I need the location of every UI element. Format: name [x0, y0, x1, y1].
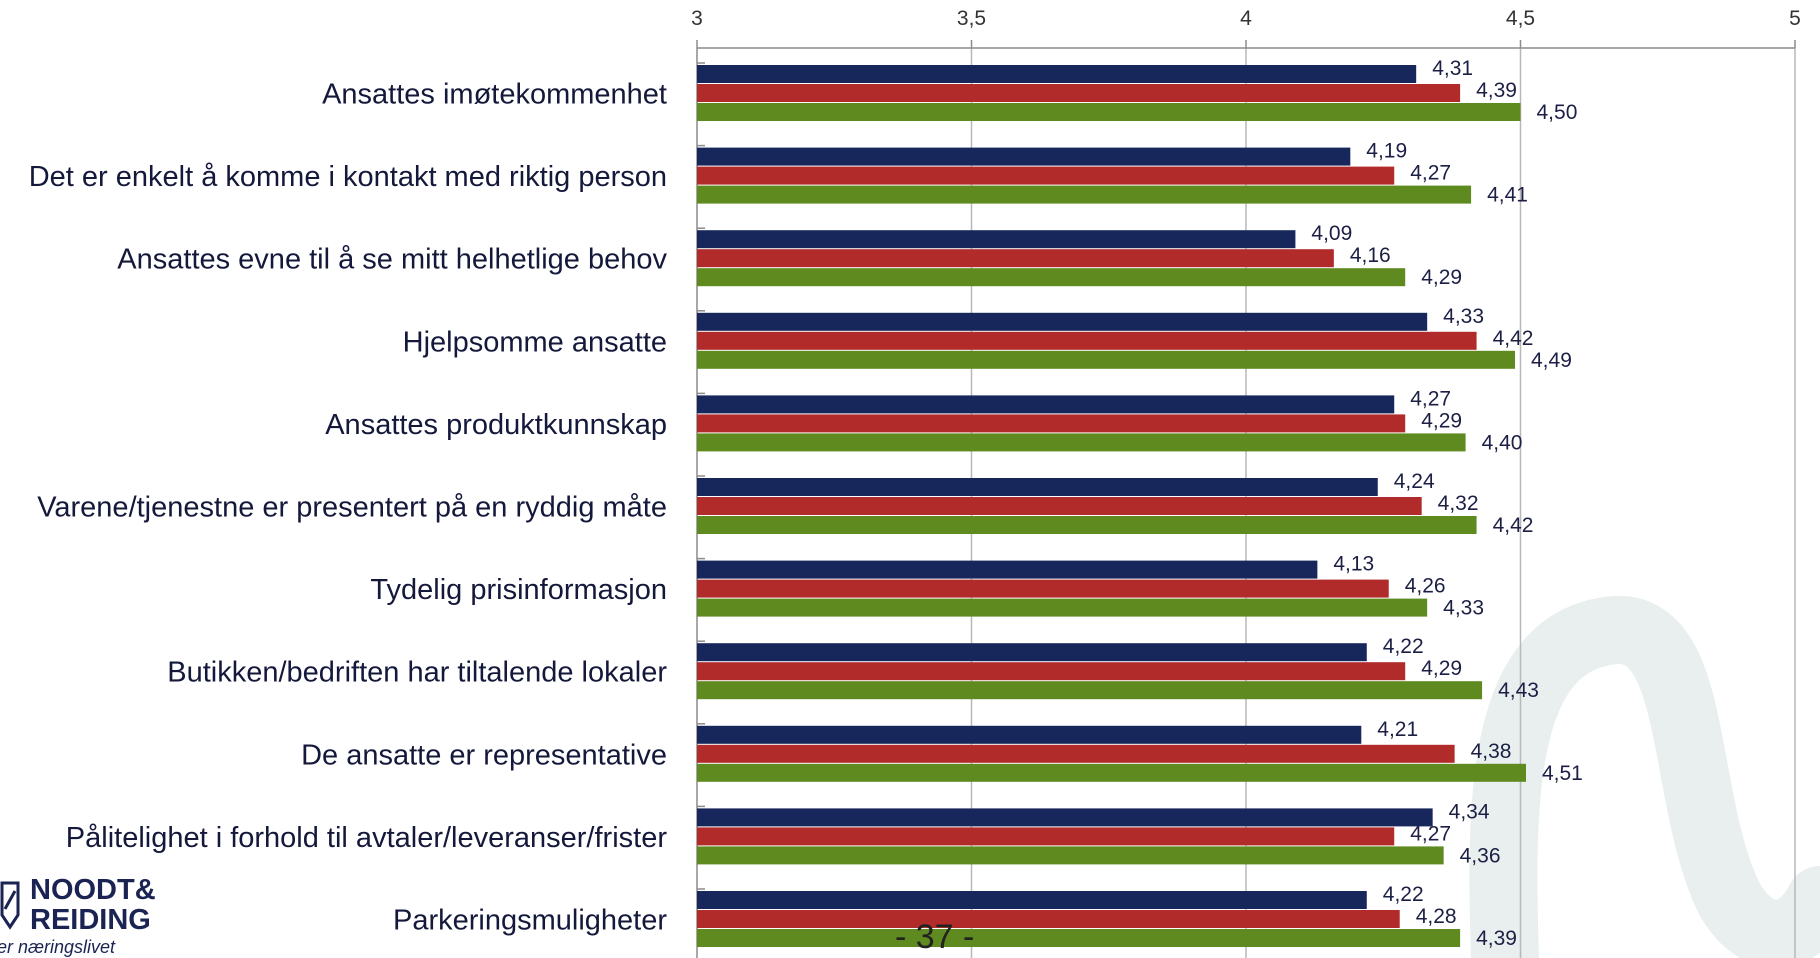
category-label: Det er enkelt å komme i kontakt med rikt…	[29, 161, 667, 193]
bar	[697, 166, 1395, 185]
value-label: 4,24	[1394, 470, 1435, 493]
value-label: 4,19	[1366, 140, 1407, 163]
value-label: 4,32	[1438, 492, 1479, 515]
x-tick-label: 4,5	[1506, 7, 1535, 30]
value-label: 4,26	[1405, 575, 1446, 598]
bar	[697, 910, 1400, 928]
bar	[697, 891, 1367, 909]
value-label: 4,29	[1421, 266, 1462, 289]
bar	[697, 643, 1367, 662]
value-label: 4,22	[1383, 883, 1424, 906]
bar	[697, 681, 1483, 700]
bar	[697, 744, 1455, 763]
bar	[697, 312, 1428, 331]
category-label: De ansatte er representative	[301, 739, 667, 771]
value-label: 4,34	[1449, 800, 1490, 823]
value-label: 4,39	[1476, 927, 1517, 950]
value-label: 4,27	[1410, 387, 1451, 410]
value-label: 4,09	[1311, 222, 1352, 245]
x-tick-labels: 3 3,5 4 4,5 5	[691, 7, 1801, 30]
x-tick-label: 5	[1789, 7, 1801, 30]
bar	[697, 497, 1422, 515]
bar	[697, 598, 1428, 617]
watermark-swoosh	[1469, 596, 1820, 958]
value-label: 4,22	[1383, 635, 1424, 658]
bar	[697, 579, 1389, 598]
category-label: Parkeringsmuligheter	[393, 905, 667, 937]
bar	[697, 103, 1521, 121]
value-labels: 4,314,394,504,194,274,414,094,164,294,33…	[1311, 57, 1582, 950]
bar	[697, 725, 1362, 744]
value-label: 4,39	[1476, 79, 1517, 102]
bar	[697, 846, 1444, 865]
bar	[697, 268, 1406, 287]
value-label: 4,16	[1350, 244, 1391, 267]
bar	[697, 414, 1406, 433]
bar	[697, 249, 1334, 268]
value-label: 4,33	[1443, 305, 1484, 328]
bar	[697, 147, 1351, 166]
company-logo: NOODT& REIDING utvikler næringslivet	[0, 875, 160, 958]
value-label: 4,31	[1432, 57, 1473, 80]
value-label: 4,29	[1421, 657, 1462, 680]
value-label: 4,38	[1471, 740, 1512, 763]
category-label: Ansattes imøtekommenhet	[322, 79, 667, 111]
bar	[697, 331, 1477, 350]
value-label: 4,51	[1542, 762, 1583, 785]
value-label: 4,21	[1377, 718, 1418, 741]
value-label: 4,42	[1493, 514, 1534, 537]
category-labels: Ansattes imøtekommenhet Det er enkelt å k…	[29, 79, 668, 937]
bar	[697, 478, 1378, 496]
bar	[697, 827, 1395, 846]
bar	[697, 395, 1395, 414]
bar	[697, 560, 1318, 579]
category-label: Pålitelighet i forhold til avtaler/lever…	[66, 822, 668, 854]
value-label: 4,42	[1493, 327, 1534, 350]
x-tick-label: 3	[691, 7, 703, 30]
category-label: Ansattes evne til å se mitt helhetlige b…	[117, 244, 667, 276]
value-label: 4,41	[1487, 184, 1528, 207]
value-label: 4,33	[1443, 597, 1484, 620]
value-label: 4,27	[1410, 162, 1451, 185]
category-label: Butikken/bedriften har tiltalende lokale…	[167, 657, 667, 689]
bars	[697, 65, 1526, 947]
bar	[697, 65, 1417, 83]
logo-text-line1: NOODT&	[30, 874, 156, 906]
logo-text-line2: REIDING	[30, 904, 151, 936]
bar	[697, 84, 1461, 102]
logo-emblem-icon	[0, 881, 20, 930]
value-label: 4,49	[1531, 349, 1572, 372]
value-label: 4,13	[1333, 553, 1374, 576]
value-label: 4,28	[1416, 905, 1457, 928]
bar	[697, 929, 1461, 947]
value-label: 4,27	[1410, 822, 1451, 845]
value-label: 4,29	[1421, 409, 1462, 432]
bar	[697, 350, 1516, 369]
bar	[697, 662, 1406, 681]
bar	[697, 433, 1466, 452]
value-label: 4,50	[1537, 101, 1578, 124]
page-number: - 37 -	[895, 918, 975, 956]
category-label: Tydelig prisinformasjon	[370, 574, 667, 606]
x-tick-label: 3,5	[957, 7, 986, 30]
value-label: 4,36	[1460, 844, 1501, 867]
category-label: Ansattes produktkunnskap	[325, 409, 667, 441]
logo-tagline: utvikler næringslivet	[0, 937, 116, 957]
category-label: Varene/tjenestne er presentert på en ryd…	[37, 492, 667, 524]
value-label: 4,40	[1482, 431, 1523, 454]
x-tick-label: 4	[1240, 7, 1252, 30]
category-label: Hjelpsomme ansatte	[403, 326, 667, 358]
bar	[697, 763, 1526, 782]
bar	[697, 516, 1477, 534]
bar	[697, 230, 1296, 249]
value-label: 4,43	[1498, 679, 1539, 702]
bar	[697, 185, 1472, 204]
bar	[697, 808, 1433, 827]
